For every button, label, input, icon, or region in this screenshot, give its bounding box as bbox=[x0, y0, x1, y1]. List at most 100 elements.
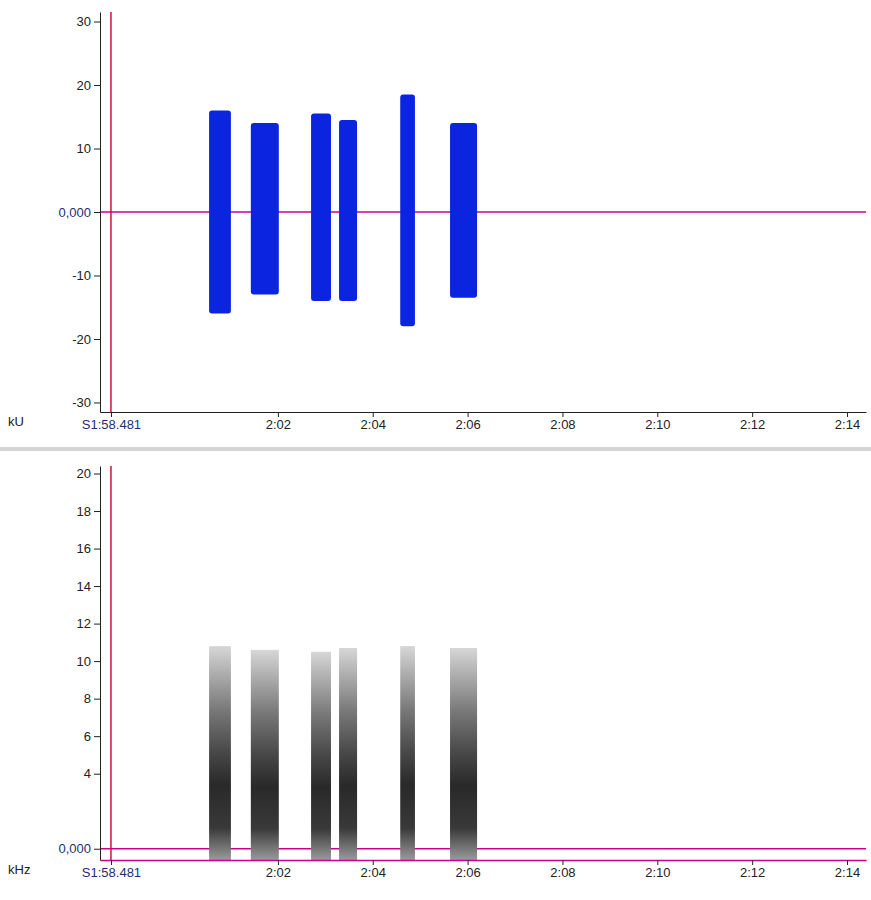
x-tick: 2:14 bbox=[835, 412, 860, 432]
y-tick: 0,000 bbox=[58, 841, 100, 856]
y-tick-label: 6 bbox=[84, 729, 91, 744]
x-tick-label: 2:02 bbox=[266, 865, 291, 880]
spectrogram-burst bbox=[339, 648, 357, 860]
waveform-burst bbox=[450, 123, 477, 298]
marks bbox=[209, 646, 477, 860]
y-tick: 10 bbox=[77, 141, 100, 156]
y-tick: 12 bbox=[77, 616, 100, 631]
y-tick-label: 20 bbox=[77, 78, 91, 93]
y-tick: 16 bbox=[77, 541, 100, 556]
y-tick-label: 4 bbox=[84, 766, 91, 781]
y-tick-label: -30 bbox=[72, 395, 91, 410]
y-tick: 30 bbox=[77, 14, 100, 29]
y-axis: 0,000 4 6 8 10 12 14 16 18 20 bbox=[58, 466, 100, 860]
y-tick: 0,000 bbox=[58, 205, 100, 220]
y-tick-mark bbox=[94, 736, 100, 737]
y-tick-mark bbox=[94, 85, 100, 86]
y-tick-mark bbox=[94, 22, 100, 23]
waveform-burst bbox=[251, 123, 279, 294]
spectrogram-burst bbox=[400, 646, 415, 860]
y-tick-label: 12 bbox=[77, 616, 91, 631]
y-tick-label: 16 bbox=[77, 541, 91, 556]
spectrogram-burst bbox=[251, 650, 279, 860]
x-tick: 2:10 bbox=[645, 412, 670, 432]
cursor-line bbox=[110, 12, 112, 412]
x-tick-label: 2:08 bbox=[550, 417, 575, 432]
marks bbox=[209, 95, 477, 327]
x-tick-label: S1:58.481 bbox=[82, 417, 141, 432]
y-tick-mark bbox=[94, 661, 100, 662]
x-tick-label: 2:12 bbox=[740, 865, 765, 880]
y-tick-label: 10 bbox=[77, 141, 91, 156]
y-tick-mark bbox=[94, 511, 100, 512]
y-tick-label: 20 bbox=[77, 466, 91, 481]
y-axis-line bbox=[100, 13, 101, 413]
y-tick: 10 bbox=[77, 654, 100, 669]
x-tick: 2:08 bbox=[550, 412, 575, 432]
y-tick-mark bbox=[94, 586, 100, 587]
y-tick-mark bbox=[94, 549, 100, 550]
y-tick-label: 10 bbox=[77, 654, 91, 669]
x-tick: 2:04 bbox=[361, 412, 386, 432]
y-tick-mark bbox=[94, 212, 100, 213]
x-tick-label: 2:12 bbox=[740, 417, 765, 432]
x-tick-label: S1:58.481 bbox=[82, 865, 141, 880]
y-tick: 18 bbox=[77, 504, 100, 519]
y-tick-mark bbox=[94, 149, 100, 150]
y-tick-label: -10 bbox=[72, 268, 91, 283]
x-tick-label: 2:06 bbox=[455, 865, 480, 880]
x-tick-label: 2:08 bbox=[550, 865, 575, 880]
y-axis: -30 -20 -10 0,000 10 20 30 bbox=[58, 13, 100, 413]
y-tick-mark bbox=[94, 849, 100, 850]
y-tick: 4 bbox=[84, 766, 100, 781]
y-tick-mark bbox=[94, 339, 100, 340]
x-axis: S1:58.481 2:02 2:04 2:06 2:08 2:10 2:12 2:14 bbox=[82, 412, 867, 432]
y-tick-mark bbox=[94, 699, 100, 700]
y-tick-label: 0,000 bbox=[58, 205, 91, 220]
waveform-panel: -30 -20 -10 0,000 10 20 30 S1:58.481 2:02 2:04 2:0… bbox=[8, 12, 867, 432]
y-axis-line bbox=[100, 467, 101, 861]
spectrogram-burst bbox=[450, 648, 477, 860]
x-tick: 2:02 bbox=[266, 860, 291, 880]
waveform-burst bbox=[209, 110, 231, 313]
x-tick: 2:06 bbox=[455, 412, 480, 432]
y-tick-label: 30 bbox=[77, 14, 91, 29]
x-tick-label: 2:06 bbox=[455, 417, 480, 432]
y-tick: -20 bbox=[72, 332, 100, 347]
x-axis-line bbox=[101, 860, 867, 862]
y-tick-label: -20 bbox=[72, 332, 91, 347]
x-tick-label: 2:10 bbox=[645, 417, 670, 432]
x-tick: 2:04 bbox=[361, 860, 386, 880]
x-tick-label: 2:02 bbox=[266, 417, 291, 432]
y-tick: -30 bbox=[72, 395, 100, 410]
x-tick: 2:06 bbox=[455, 860, 480, 880]
x-tick: 2:08 bbox=[550, 860, 575, 880]
spectrogram-panel: 0,000 4 6 8 10 12 14 16 18 20 S1:58.481 2:02 2:04 2:0… bbox=[8, 466, 867, 880]
waveform-burst bbox=[400, 95, 415, 327]
x-tick: 2:12 bbox=[740, 860, 765, 880]
x-tick: S1:58.481 bbox=[82, 412, 141, 432]
y-tick: 8 bbox=[84, 691, 100, 706]
x-tick: 2:12 bbox=[740, 412, 765, 432]
y-tick-mark bbox=[94, 275, 100, 276]
spectrogram-burst bbox=[311, 652, 331, 860]
y-axis-title: kU bbox=[8, 414, 24, 429]
x-tick: 2:10 bbox=[645, 860, 670, 880]
x-tick: 2:14 bbox=[835, 860, 860, 880]
y-axis-title: kHz bbox=[8, 862, 30, 877]
x-tick-label: 2:14 bbox=[835, 417, 860, 432]
y-tick: -10 bbox=[72, 268, 100, 283]
y-tick-label: 0,000 bbox=[58, 841, 91, 856]
y-tick-label: 18 bbox=[77, 504, 91, 519]
x-tick-label: 2:10 bbox=[645, 865, 670, 880]
y-tick-mark bbox=[94, 474, 100, 475]
y-tick: 20 bbox=[77, 78, 100, 93]
spectrogram-burst bbox=[209, 646, 231, 860]
y-tick-label: 14 bbox=[77, 579, 91, 594]
waveform-burst bbox=[311, 114, 331, 301]
y-tick-mark bbox=[94, 774, 100, 775]
x-tick: S1:58.481 bbox=[82, 860, 141, 880]
panel-separator bbox=[0, 447, 871, 451]
x-tick-label: 2:14 bbox=[835, 865, 860, 880]
x-axis-line bbox=[101, 412, 867, 413]
